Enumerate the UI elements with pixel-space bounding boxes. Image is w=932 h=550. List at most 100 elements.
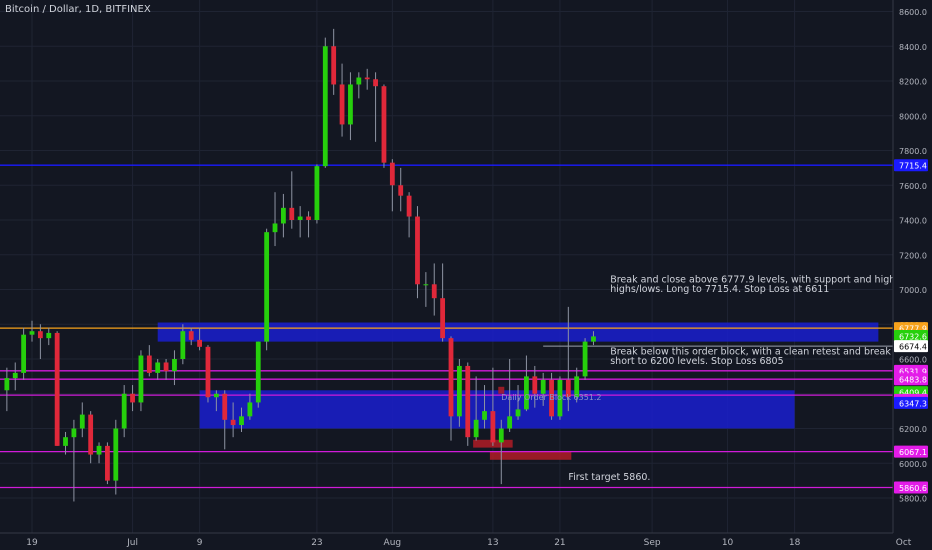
candle-up bbox=[4, 378, 10, 391]
candle-down bbox=[105, 445, 110, 481]
annotation-text: Break and close above 6777.9 levels, wit… bbox=[610, 275, 905, 286]
price-tag-bg bbox=[894, 373, 928, 386]
chart-title: Bitcoin / Dollar, 1D, BITFINEX bbox=[5, 4, 151, 15]
candle-down bbox=[54, 332, 60, 446]
price-tag-label: 6531.9 bbox=[899, 367, 927, 376]
date-tick-label: 21 bbox=[554, 538, 565, 548]
annotation-text: Daily Order Block 6351.2 bbox=[501, 393, 601, 402]
candle-down bbox=[532, 376, 538, 394]
candle-up bbox=[582, 341, 588, 377]
date-tick-label: Aug bbox=[384, 538, 402, 548]
candle-down bbox=[440, 298, 446, 339]
candle-up bbox=[348, 84, 353, 125]
chart-annotations: Break and close above 6777.9 levels, wit… bbox=[501, 275, 922, 483]
candle-down bbox=[490, 411, 496, 443]
candle-down bbox=[205, 346, 211, 398]
annotation-text: short to 6200 levels. Stop Loss 6805 bbox=[610, 356, 783, 367]
candle-up bbox=[272, 223, 278, 233]
date-tick-label: 13 bbox=[487, 538, 498, 548]
price-tick-label: 7200.0 bbox=[899, 251, 927, 260]
date-tick-label: 9 bbox=[197, 538, 203, 548]
chart-grid bbox=[0, 0, 905, 533]
date-tick-label: 18 bbox=[789, 538, 801, 548]
price-tick-label: 7600.0 bbox=[899, 182, 927, 191]
candle-up bbox=[557, 379, 563, 417]
candle-up bbox=[172, 359, 177, 372]
date-tick-label: 10 bbox=[722, 538, 734, 548]
candle-down bbox=[381, 86, 387, 163]
candle-up bbox=[121, 393, 127, 429]
date-tick-label: 23 bbox=[311, 538, 322, 548]
candle-down bbox=[197, 339, 202, 347]
candle-up bbox=[138, 355, 144, 403]
candle-down bbox=[465, 365, 471, 438]
candle-down bbox=[146, 355, 152, 373]
price-tag-label: 7715.4 bbox=[899, 162, 927, 171]
candle-up bbox=[79, 414, 85, 429]
candle-down bbox=[364, 77, 370, 80]
candle-up bbox=[574, 376, 580, 398]
price-tick-label: 7000.0 bbox=[899, 286, 927, 295]
price-tag-label: 6409.4 bbox=[899, 389, 927, 398]
price-tag-bg bbox=[894, 481, 928, 494]
order-block-zones bbox=[157, 322, 879, 460]
price-tag-bg bbox=[894, 396, 928, 409]
candle-down bbox=[415, 216, 420, 285]
candle-up bbox=[113, 428, 119, 481]
candle-down bbox=[230, 419, 236, 426]
candle-down bbox=[130, 393, 135, 403]
candle-up bbox=[473, 419, 479, 438]
candlesticks bbox=[4, 28, 596, 502]
date-tick-label: Jul bbox=[126, 538, 138, 548]
candle-down bbox=[306, 216, 311, 220]
price-tag-bg bbox=[894, 159, 928, 172]
price-tag-label: 6067.1 bbox=[899, 448, 927, 457]
candle-up bbox=[46, 332, 52, 339]
price-tick-label: 8000.0 bbox=[899, 112, 927, 121]
candle-down bbox=[331, 46, 337, 85]
candle-up bbox=[29, 331, 35, 335]
price-tag-bg bbox=[894, 445, 928, 458]
price-tick-label: 7400.0 bbox=[899, 217, 927, 226]
candle-up bbox=[71, 428, 77, 438]
date-tick-label: 19 bbox=[26, 538, 38, 548]
candle-up bbox=[507, 416, 513, 429]
annotation-text: Break below this order block, with a cle… bbox=[610, 347, 922, 358]
candle-down bbox=[37, 331, 43, 339]
candle-up bbox=[155, 362, 161, 373]
candle-up bbox=[21, 334, 27, 373]
candle-up bbox=[247, 402, 253, 417]
annotation-text: First target 5860. bbox=[568, 472, 650, 483]
candle-down bbox=[406, 195, 412, 217]
date-tick-label: Sep bbox=[644, 538, 661, 548]
candle-down bbox=[398, 185, 404, 196]
order-block-zone bbox=[199, 390, 795, 429]
candle-up bbox=[498, 428, 504, 443]
candle-up bbox=[456, 365, 462, 417]
price-tick-label: 7800.0 bbox=[899, 147, 927, 156]
price-tag-label: 6483.8 bbox=[899, 376, 927, 385]
candle-up bbox=[540, 379, 546, 394]
candle-up bbox=[213, 393, 219, 398]
candle-up bbox=[180, 331, 186, 359]
candle-up bbox=[239, 416, 244, 426]
candle-up bbox=[482, 411, 487, 420]
candle-down bbox=[289, 207, 295, 220]
time-axis-labels[interactable]: 19Jul923Aug1321Sep1018Oct9 bbox=[26, 538, 932, 548]
candle-up bbox=[423, 284, 429, 286]
horizontal-lines bbox=[0, 164, 893, 489]
candle-up bbox=[12, 372, 18, 379]
price-axis[interactable] bbox=[893, 0, 932, 550]
supply-zone bbox=[498, 386, 505, 394]
price-tags: 7715.46777.96531.96483.86391.96067.15860… bbox=[894, 159, 928, 494]
candle-up bbox=[356, 77, 362, 85]
candle-down bbox=[389, 162, 395, 186]
price-tick-label: 5800.0 bbox=[899, 495, 927, 504]
price-tick-label: 8600.0 bbox=[899, 8, 927, 17]
price-tag-label: 6347.3 bbox=[899, 399, 927, 408]
order-block-zone bbox=[157, 322, 879, 342]
supply-zone bbox=[489, 451, 572, 460]
price-tag-label: 6732.6 bbox=[899, 332, 927, 341]
candle-up bbox=[63, 437, 68, 446]
